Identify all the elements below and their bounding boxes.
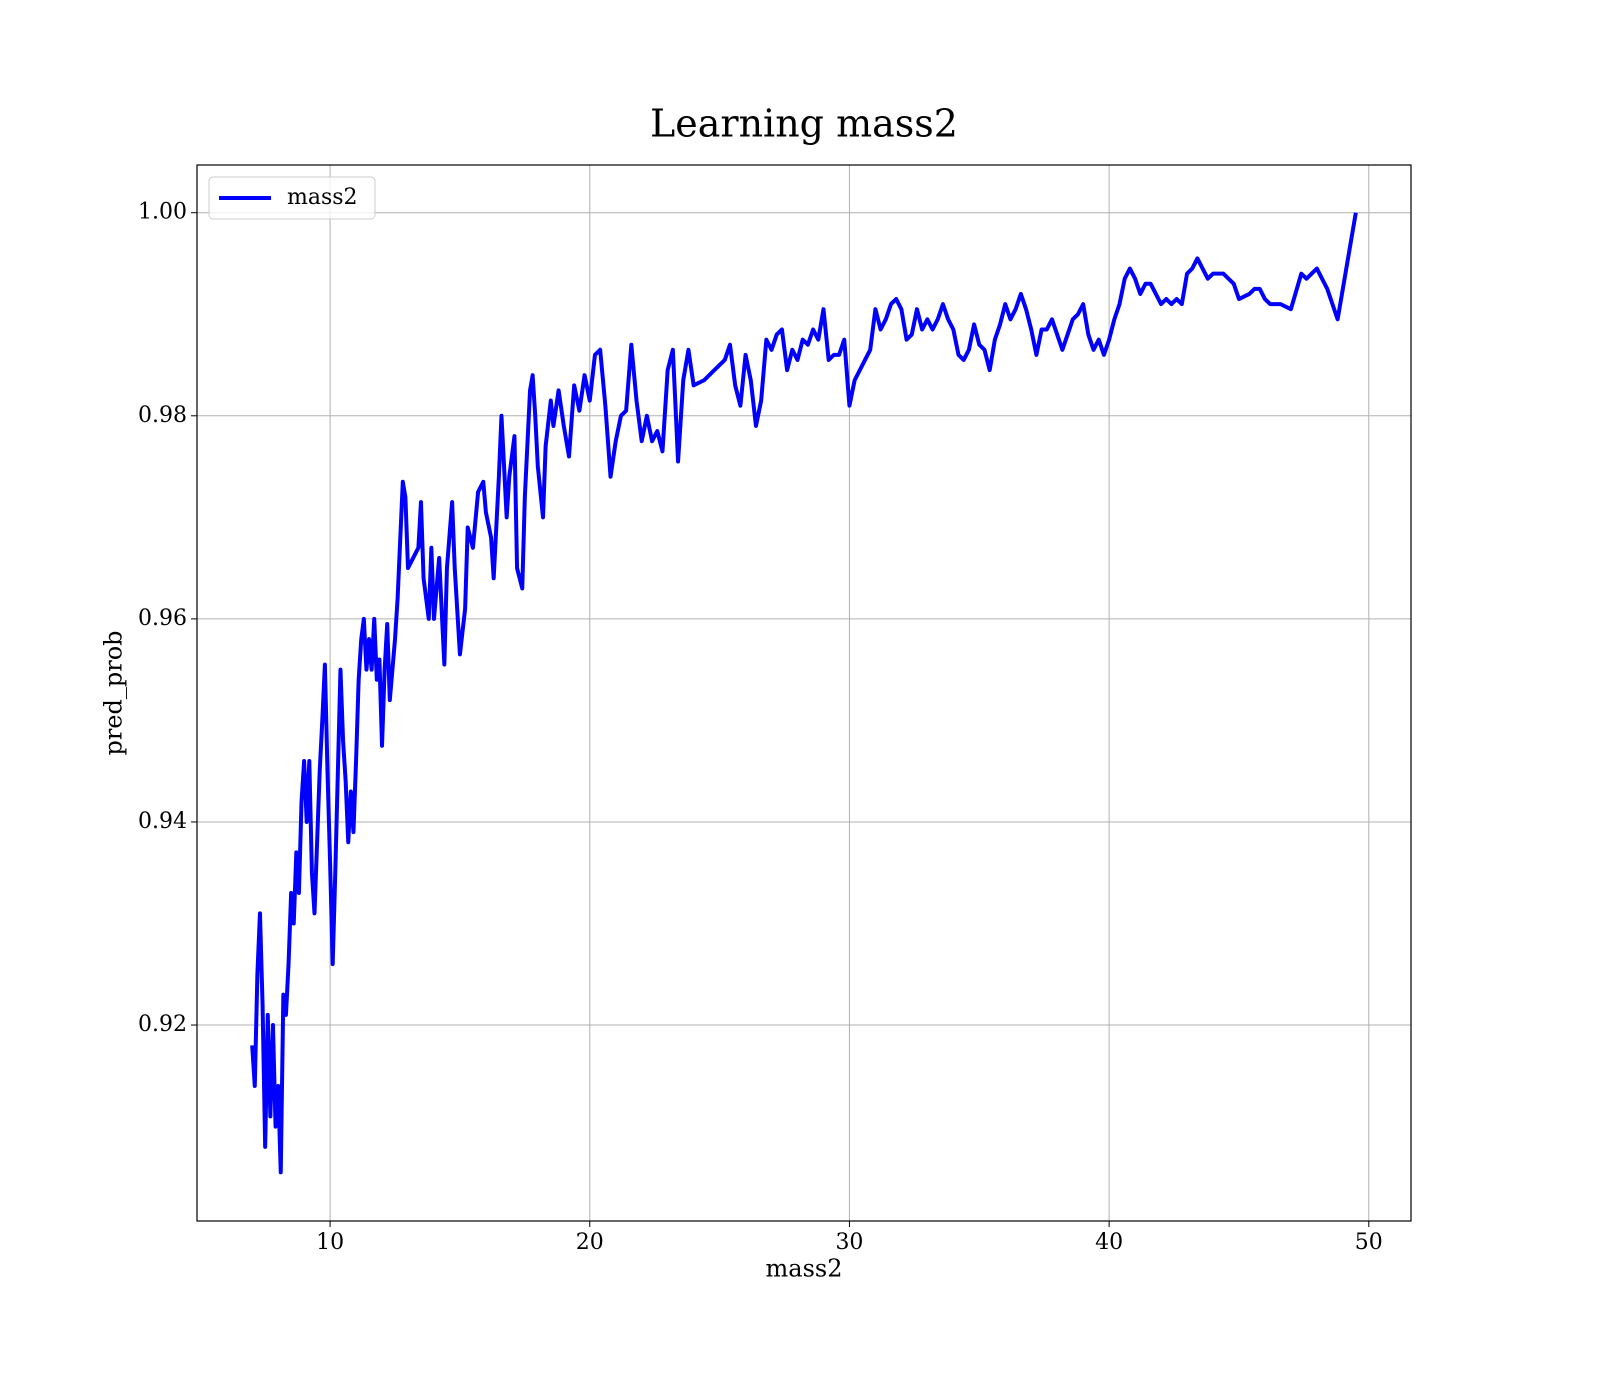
legend-box	[208, 176, 376, 220]
chart-title: Learning mass2	[650, 102, 958, 146]
y-tick-label: 0.94	[138, 809, 187, 834]
y-axis-label: pred_prob	[100, 630, 128, 755]
x-tick-label: 10	[316, 1230, 344, 1255]
y-tick-label: 0.92	[138, 1012, 187, 1037]
y-tick-label: 0.96	[138, 606, 187, 631]
x-axis-label: mass2	[766, 1255, 843, 1283]
y-tick-label: 1.00	[138, 200, 187, 225]
data-line	[250, 212, 1358, 1175]
x-tick-label: 30	[835, 1230, 863, 1255]
y-tick-label: 0.98	[138, 403, 187, 428]
x-tick-label: 20	[576, 1230, 604, 1255]
x-tick-label: 40	[1095, 1230, 1123, 1255]
legend-label: mass2	[287, 185, 358, 210]
x-tick-label: 50	[1355, 1230, 1383, 1255]
plot-frame	[196, 164, 1412, 1222]
